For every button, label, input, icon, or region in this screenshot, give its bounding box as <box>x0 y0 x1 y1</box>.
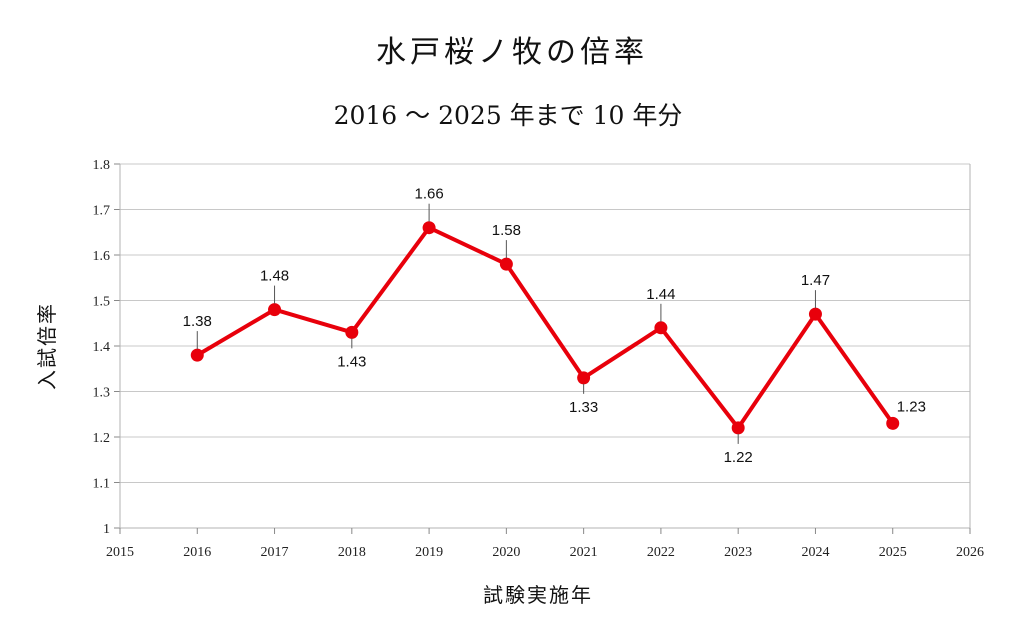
data-label: 1.48 <box>260 268 289 285</box>
data-point <box>422 221 436 235</box>
y-tick-label: 1.3 <box>93 386 111 401</box>
x-tick-label: 2015 <box>106 545 134 560</box>
data-point <box>499 257 513 271</box>
y-tick-label: 1.6 <box>93 249 111 264</box>
x-tick-labels: 2015 2016 2017 2018 2019 2020 2021 2022 2023 2024… <box>106 545 984 560</box>
y-tick-labels: 1 1.1 1.2 1.3 1.4 1.5 1.6 1.7 1.8 <box>93 158 111 537</box>
x-tick-label: 2022 <box>647 545 675 560</box>
y-tick-label: 1.5 <box>93 295 111 310</box>
x-tick-label: 2025 <box>879 545 907 560</box>
chart-title: 水戸桜ノ牧の倍率 <box>376 35 648 70</box>
data-point <box>808 307 822 321</box>
x-tick-label: 2021 <box>570 545 598 560</box>
axes <box>114 163 971 534</box>
x-tick-label: 2019 <box>415 545 443 560</box>
x-axis-title: 試験実施年 <box>483 583 593 607</box>
data-point <box>731 421 745 435</box>
data-label: 1.43 <box>337 353 366 370</box>
data-label: 1.22 <box>724 449 753 466</box>
y-tick-label: 1.1 <box>93 477 111 492</box>
x-tick-label: 2026 <box>956 545 984 560</box>
x-tick-label: 2023 <box>724 545 752 560</box>
data-labels: 1.38 1.48 1.43 1.66 1.58 1.33 1.44 1.22 1.47 1.23 <box>183 186 926 466</box>
x-tick-label: 2024 <box>801 545 829 560</box>
data-point <box>345 325 359 339</box>
data-point <box>190 348 204 362</box>
data-label: 1.23 <box>897 398 926 415</box>
grid-lines <box>120 163 970 529</box>
data-point <box>886 416 900 430</box>
data-label: 1.44 <box>646 286 675 303</box>
data-point <box>654 321 668 335</box>
data-label: 1.47 <box>801 272 830 289</box>
x-tick-label: 2017 <box>261 545 289 560</box>
y-tick-label: 1.8 <box>93 158 111 173</box>
y-tick-label: 1.7 <box>93 204 111 219</box>
data-label: 1.33 <box>569 399 598 416</box>
chart-subtitle: 2016 ～ 2025 年まで 10 年分 <box>334 101 683 130</box>
x-tick-label: 2016 <box>183 545 211 560</box>
data-label: 1.58 <box>492 222 521 239</box>
y-axis-title: 入試倍率 <box>35 302 59 390</box>
data-label: 1.38 <box>183 313 212 330</box>
x-tick-label: 2018 <box>338 545 366 560</box>
y-tick-label: 1 <box>103 522 110 537</box>
y-tick-label: 1.4 <box>93 340 111 355</box>
data-point <box>268 303 282 317</box>
x-tick-label: 2020 <box>492 545 520 560</box>
data-label: 1.66 <box>414 186 443 203</box>
data-point <box>577 371 591 385</box>
series-layer <box>190 221 900 435</box>
series-line <box>196 225 895 430</box>
y-tick-label: 1.2 <box>93 431 111 446</box>
